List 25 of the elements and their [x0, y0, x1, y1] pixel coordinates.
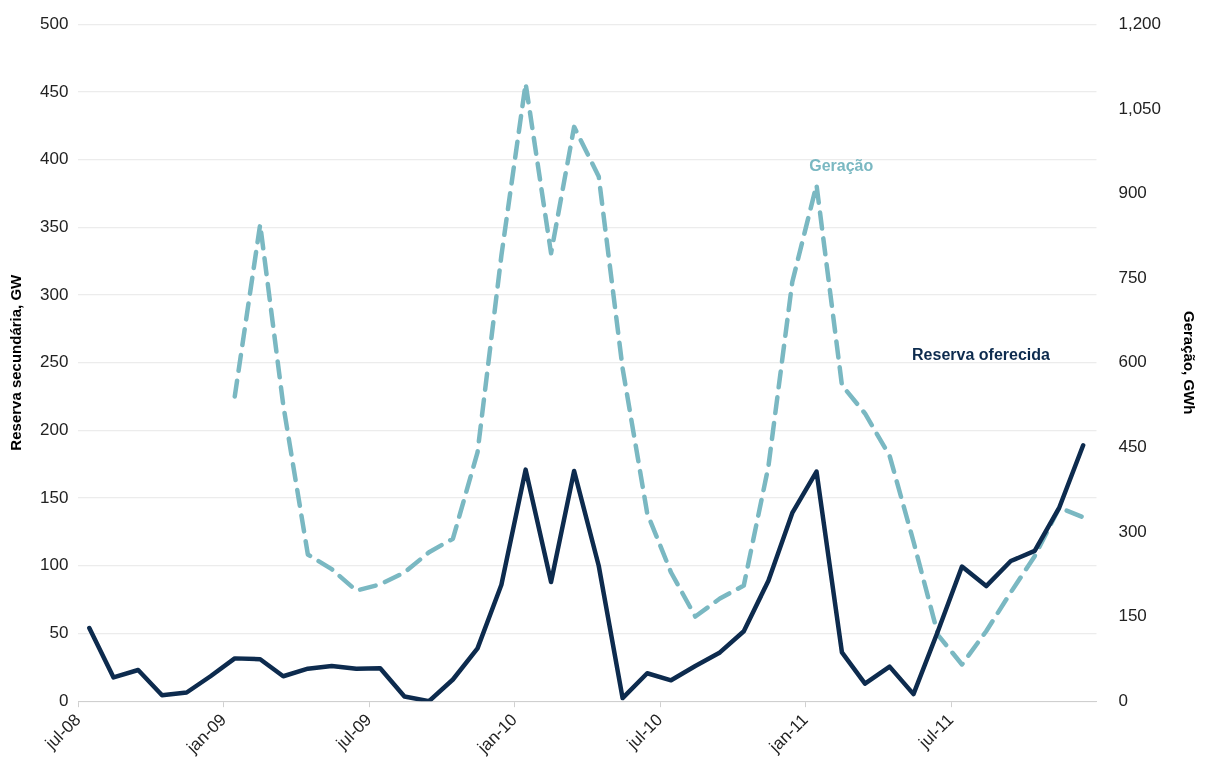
y2-tick-label: 0: [1118, 690, 1128, 710]
y2-tick-label: 600: [1118, 352, 1147, 372]
y2-tick-label: 900: [1118, 183, 1147, 203]
series-label: Geração: [809, 156, 874, 174]
y-tick-label: 100: [39, 555, 69, 575]
y2-tick-label: 300: [1118, 521, 1147, 541]
y2-tick-label: 1,050: [1118, 98, 1162, 118]
y-tick-label: 200: [39, 420, 69, 440]
y2-tick-label: 150: [1118, 606, 1147, 626]
line-series: [232, 81, 1086, 667]
y2-tick-label: 450: [1118, 436, 1147, 456]
y-axis-title: Reserva secundária, GW: [7, 273, 25, 451]
y-tick-label: 400: [39, 149, 69, 169]
y-tick-label: 0: [58, 690, 69, 710]
y2-axis-title: Geração, GWh: [1180, 311, 1198, 415]
y-tick-label: 500: [39, 13, 69, 33]
text: Reserva oferecida: [912, 346, 1051, 364]
y-tick-label: 50: [49, 623, 69, 643]
y2-tick-label: 1,200: [1118, 13, 1162, 33]
y-tick-label: 300: [39, 284, 69, 304]
y2-tick-label: 750: [1118, 267, 1147, 287]
y-tick-label: 250: [39, 352, 69, 372]
y-tick-label: 350: [39, 216, 69, 236]
y-tick-label: 450: [39, 81, 69, 101]
y-tick-label: 150: [39, 487, 69, 507]
